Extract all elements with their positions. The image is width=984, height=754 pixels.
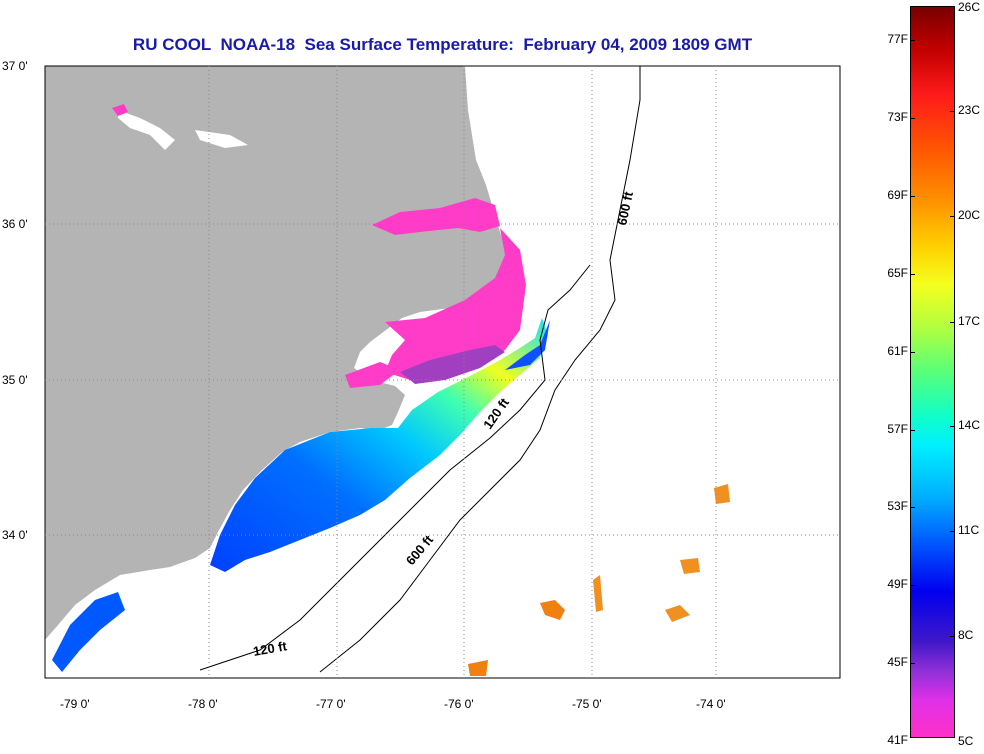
colorbar-tick bbox=[910, 40, 915, 41]
colorbar-tick bbox=[910, 196, 915, 197]
lat-label: 37 0' bbox=[2, 59, 28, 73]
contour-120ft bbox=[199, 264, 591, 671]
pamlico-sound bbox=[385, 228, 526, 380]
sst-coastal-band bbox=[210, 318, 548, 572]
colorbar-tick bbox=[910, 274, 915, 275]
colorbar-tick bbox=[910, 118, 915, 119]
inland-water bbox=[118, 110, 175, 150]
colorbar-tick bbox=[910, 352, 915, 353]
colorbar-c-label: 5C bbox=[958, 734, 974, 748]
colorbar-c-label: 11C bbox=[958, 523, 980, 537]
contour-label: 120 ft bbox=[252, 638, 289, 659]
colorbar-c-label: 14C bbox=[958, 418, 981, 432]
colorbar-f-label: 65F bbox=[887, 266, 908, 280]
contour-label: 600 ft bbox=[614, 190, 636, 227]
lat-label: 34 0' bbox=[2, 528, 28, 542]
lon-label: -79 0' bbox=[60, 697, 90, 711]
lon-label: -74 0' bbox=[696, 697, 726, 711]
colorbar-c-label: 17C bbox=[958, 314, 981, 328]
lon-label: -76 0' bbox=[444, 697, 474, 711]
colorbar-tick bbox=[910, 507, 915, 508]
colorbar-tick bbox=[910, 663, 915, 664]
colorbar-tick bbox=[910, 430, 915, 431]
colorbar-c-label: 23C bbox=[958, 103, 981, 117]
colorbar-tick bbox=[950, 322, 955, 323]
colorbar-f-label: 57F bbox=[887, 422, 908, 436]
colorbar-tick bbox=[950, 636, 955, 637]
temperature-colorbar bbox=[910, 6, 955, 738]
colorbar-f-label: 45F bbox=[887, 655, 908, 669]
lon-label: -78 0' bbox=[188, 697, 218, 711]
albemarle-sound bbox=[372, 198, 500, 235]
colorbar-f-label: 53F bbox=[887, 499, 908, 513]
colorbar-tick bbox=[950, 216, 955, 217]
colorbar-tick bbox=[910, 585, 915, 586]
lat-label: 36 0' bbox=[2, 217, 28, 231]
colorbar-c-label: 20C bbox=[958, 208, 981, 222]
colorbar-tick bbox=[950, 426, 955, 427]
lon-label: -77 0' bbox=[316, 697, 346, 711]
warm-patch bbox=[540, 600, 565, 620]
lat-label: 35 0' bbox=[2, 373, 28, 387]
neuse-arm bbox=[345, 362, 400, 388]
colorbar-tick bbox=[950, 531, 955, 532]
pamlico-purple bbox=[400, 345, 505, 384]
map-title: RU COOL NOAA-18 Sea Surface Temperature:… bbox=[132, 35, 753, 54]
land-mass bbox=[45, 66, 520, 640]
colorbar-c-label: 26C bbox=[958, 0, 981, 14]
colorbar-f-label: 69F bbox=[887, 188, 908, 202]
colorbar-tick bbox=[950, 111, 955, 112]
colorbar-c-label: 8C bbox=[958, 628, 974, 642]
colorbar-f-label: 49F bbox=[887, 577, 908, 591]
colorbar-f-label: 77F bbox=[887, 32, 908, 46]
colorbar-f-label: 41F bbox=[887, 733, 908, 747]
lon-label: -75 0' bbox=[572, 697, 602, 711]
colorbar-f-label: 61F bbox=[887, 344, 908, 358]
colorbar-f-label: 73F bbox=[887, 110, 908, 124]
inland-water-2 bbox=[195, 130, 248, 148]
contour-600ft bbox=[319, 66, 641, 673]
